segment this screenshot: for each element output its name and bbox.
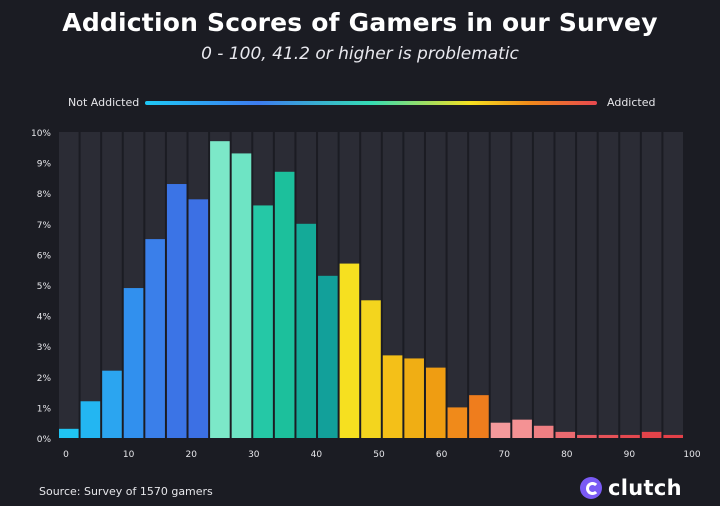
histogram-bar	[339, 263, 360, 438]
x-tick-label: 70	[498, 450, 510, 460]
bin-background-column	[469, 132, 489, 438]
bin-background-column	[663, 132, 683, 438]
histogram-bar	[620, 434, 640, 438]
histogram-bar	[663, 434, 683, 438]
histogram-bar	[361, 300, 381, 438]
bin-background-column	[447, 132, 468, 438]
histogram-bar	[318, 275, 338, 438]
x-tick-label: 100	[683, 450, 700, 460]
histogram-bar	[166, 184, 187, 438]
histogram-bar	[59, 428, 79, 438]
bin-background-column	[512, 132, 532, 438]
histogram-bar	[123, 288, 144, 438]
bin-background-column	[620, 132, 640, 438]
brand-name: clutch	[608, 476, 682, 500]
x-tick-label: 40	[311, 450, 323, 460]
y-tick-label: 10%	[31, 129, 51, 139]
histogram-bar	[598, 434, 619, 438]
bin-background-column	[555, 132, 576, 438]
legend-label-not-addicted: Not Addicted	[68, 96, 140, 109]
y-tick-label: 4%	[37, 313, 52, 323]
x-tick-label: 10	[123, 450, 135, 460]
y-tick-label: 1%	[37, 404, 52, 414]
histogram-bar	[188, 199, 209, 438]
histogram-bar	[296, 223, 317, 438]
x-tick-label: 80	[561, 450, 573, 460]
histogram-bar	[210, 141, 230, 438]
source-note: Source: Survey of 1570 gamers	[39, 485, 213, 498]
bin-background-column	[102, 132, 122, 438]
histogram-bar	[253, 205, 273, 438]
legend-label-addicted: Addicted	[607, 96, 656, 109]
bin-background-column	[59, 132, 79, 438]
bin-background-column	[490, 132, 511, 438]
bin-background-column	[425, 132, 446, 438]
y-tick-label: 9%	[37, 160, 52, 170]
legend-gradient-bar	[145, 101, 597, 105]
bin-background-column	[80, 132, 101, 438]
histogram-bar	[404, 358, 424, 438]
y-tick-label: 8%	[37, 190, 52, 200]
y-tick-label: 3%	[37, 343, 52, 353]
histogram-bar	[490, 422, 511, 438]
y-tick-label: 2%	[37, 374, 52, 384]
x-tick-label: 50	[373, 450, 385, 460]
clutch-logo-icon	[580, 477, 602, 499]
histogram-bar	[80, 401, 101, 438]
x-tick-label: 60	[436, 450, 448, 460]
bin-background-column	[533, 132, 554, 438]
y-tick-label: 6%	[37, 251, 52, 261]
y-tick-label: 7%	[37, 221, 52, 231]
histogram-bar	[274, 171, 295, 438]
histogram-bar	[145, 239, 165, 438]
chart-title: Addiction Scores of Gamers in our Survey	[62, 8, 658, 37]
histogram-bar	[231, 153, 252, 439]
histogram-bar	[641, 431, 662, 438]
chart-subtitle: 0 - 100, 41.2 or higher is problematic	[201, 44, 519, 64]
bin-background-column	[641, 132, 662, 438]
bin-background-column	[577, 132, 597, 438]
x-tick-label: 20	[185, 450, 197, 460]
x-tick-label: 30	[248, 450, 260, 460]
y-tick-label: 0%	[37, 435, 52, 445]
histogram-bar	[102, 370, 122, 438]
x-tick-label: 0	[63, 450, 69, 460]
histogram-bar	[555, 431, 576, 438]
histogram-bar	[512, 419, 532, 438]
histogram-bar	[447, 407, 468, 438]
bin-background-column	[598, 132, 619, 438]
brand-logo: clutch	[580, 476, 682, 500]
histogram-bar	[533, 425, 554, 438]
histogram-bar	[425, 367, 446, 438]
histogram-bar	[577, 434, 597, 438]
y-tick-label: 5%	[37, 282, 52, 292]
histogram-bar	[382, 355, 403, 438]
histogram-bar	[469, 395, 489, 438]
x-tick-label: 90	[624, 450, 636, 460]
